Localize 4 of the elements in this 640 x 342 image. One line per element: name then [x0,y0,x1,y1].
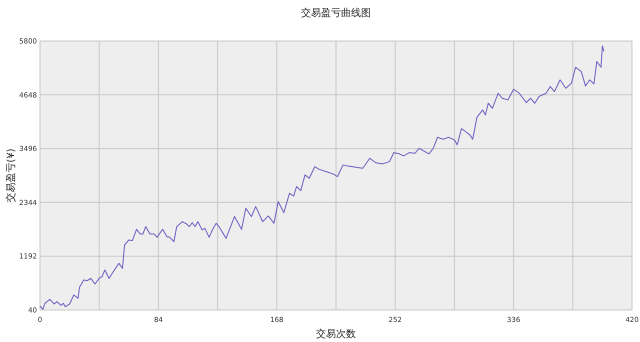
line-series [40,45,604,310]
chart-title: 交易盈亏曲线图 [301,7,371,19]
y-axis-title: 交易盈亏(¥) [5,148,17,203]
x-axis-title: 交易次数 [316,328,356,340]
